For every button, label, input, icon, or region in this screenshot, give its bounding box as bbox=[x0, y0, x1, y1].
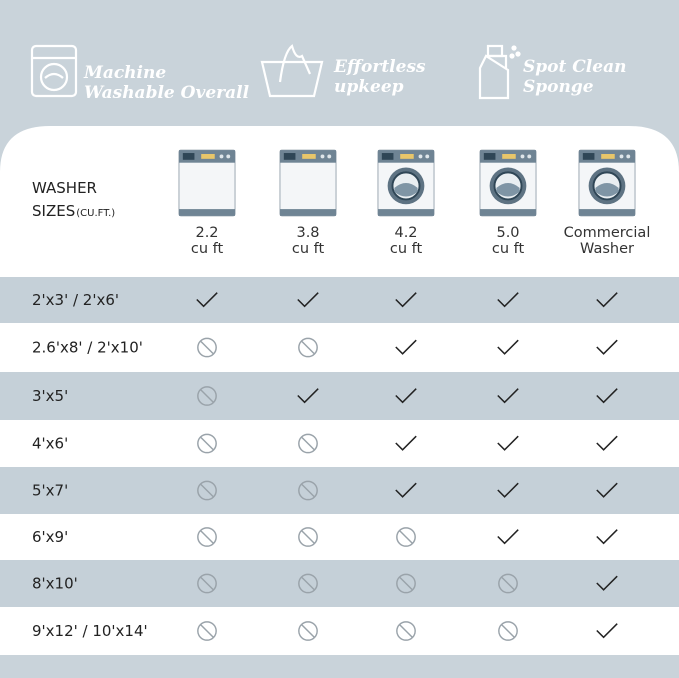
row-band bbox=[0, 467, 679, 514]
column-label: 3.8 bbox=[296, 225, 319, 241]
column-label: cu ft bbox=[390, 241, 423, 257]
column-label: cu ft bbox=[492, 241, 525, 257]
row-band bbox=[0, 277, 679, 323]
feature-text: upkeep bbox=[334, 77, 404, 97]
header-icons bbox=[30, 44, 521, 100]
washer-icon bbox=[378, 150, 434, 216]
feature-text: Spot Clean bbox=[523, 57, 626, 77]
row-label: 5'x7' bbox=[32, 482, 68, 500]
corner-unit: (CU.FT.) bbox=[76, 208, 115, 219]
washer-icon bbox=[579, 150, 635, 216]
column-label: cu ft bbox=[191, 241, 224, 257]
column-label: 5.0 bbox=[496, 225, 519, 241]
row-label: 9'x12' / 10'x14' bbox=[32, 622, 148, 640]
row-label: 3'x5' bbox=[32, 387, 68, 405]
feature-text: Machine bbox=[83, 63, 166, 83]
column-label: Washer bbox=[580, 241, 634, 257]
washer-icon bbox=[480, 150, 536, 216]
feature-text: Effortless bbox=[333, 57, 426, 77]
feature-text: Washable Overall bbox=[84, 83, 250, 103]
row-band bbox=[0, 372, 679, 420]
corner-label: SIZES bbox=[32, 202, 75, 220]
feature-text: Sponge bbox=[523, 77, 594, 97]
column-label: cu ft bbox=[292, 241, 325, 257]
row-label: 8'x10' bbox=[32, 575, 78, 593]
washer-icon bbox=[178, 149, 236, 217]
column-label: 4.2 bbox=[394, 225, 417, 241]
row-label: 2'x3' / 2'x6' bbox=[32, 291, 119, 309]
washer-icon bbox=[279, 149, 337, 217]
row-label: 2.6'x8' / 2'x10' bbox=[32, 339, 143, 357]
column-label: 2.2 bbox=[195, 225, 218, 241]
corner-label: WASHER bbox=[32, 179, 97, 197]
row-label: 4'x6' bbox=[32, 435, 68, 453]
row-label: 6'x9' bbox=[32, 528, 68, 546]
bottom-strip bbox=[0, 655, 679, 678]
column-label: Commercial bbox=[564, 225, 651, 241]
row-band bbox=[0, 560, 679, 607]
